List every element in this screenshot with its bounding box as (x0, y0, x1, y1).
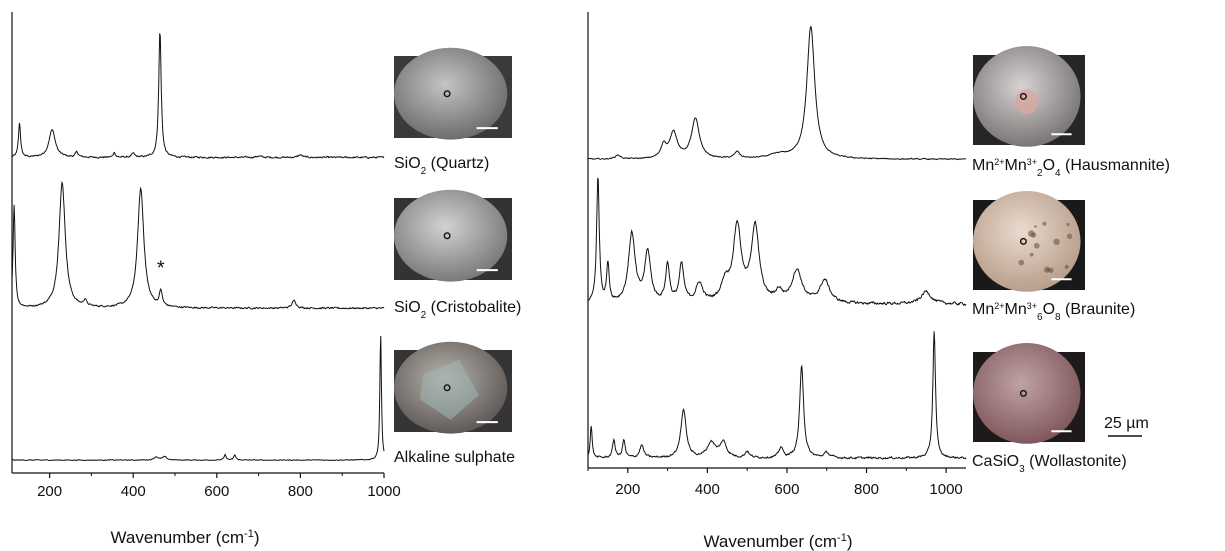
series-label: SiO2 (Quartz) (394, 155, 489, 177)
x-tick-label: 200 (615, 481, 640, 498)
right-spectra-panel: 200 400 600 800 1000 Wavenumber (cm-1) Mn2+Mn3… (587, 12, 1170, 551)
sample-micrograph (973, 46, 1085, 147)
series-label: Mn2+Mn3+2O4 (Hausmannite) (972, 157, 1170, 179)
spectrum-line (11, 180, 385, 310)
spectrum-line (11, 335, 385, 462)
x-tick-label: 400 (121, 483, 146, 500)
x-tick-label: 800 (288, 483, 313, 500)
x-axis-label: Wavenumber (cm-1) (704, 532, 853, 551)
series-label: CaSiO3 (Wollastonite) (972, 453, 1127, 475)
x-axis-label: Wavenumber (cm-1) (111, 528, 260, 547)
series-label: SiO2 (Cristobalite) (394, 299, 521, 321)
x-tick-label: 800 (854, 481, 879, 498)
spectrum-line (11, 33, 385, 159)
x-tick-label: 200 (37, 483, 62, 500)
peak-annotation: * (157, 257, 165, 279)
spectrum-line (587, 177, 967, 307)
scale-bar-label: 25 µm (1104, 415, 1149, 432)
x-tick-label: 600 (204, 483, 229, 500)
x-tick-label: 400 (695, 481, 720, 498)
sample-micrograph (394, 47, 512, 140)
x-tick-label: 1000 (367, 483, 400, 500)
series-label: Mn2+Mn3+6O8 (Braunite) (972, 301, 1135, 323)
sample-micrograph (973, 191, 1085, 292)
series-label: Alkaline sulphate (394, 449, 515, 466)
x-tick-label: 1000 (929, 481, 962, 498)
sample-micrograph (394, 189, 512, 282)
spectrum-line (587, 331, 967, 460)
sample-micrograph (394, 341, 512, 434)
spectrum-line (587, 25, 966, 161)
x-tick-label: 600 (774, 481, 799, 498)
left-spectra-panel: 200 400 600 800 1000 Wavenumber (cm-1) SiO2 (Q… (11, 12, 521, 547)
sample-micrograph (973, 343, 1085, 444)
